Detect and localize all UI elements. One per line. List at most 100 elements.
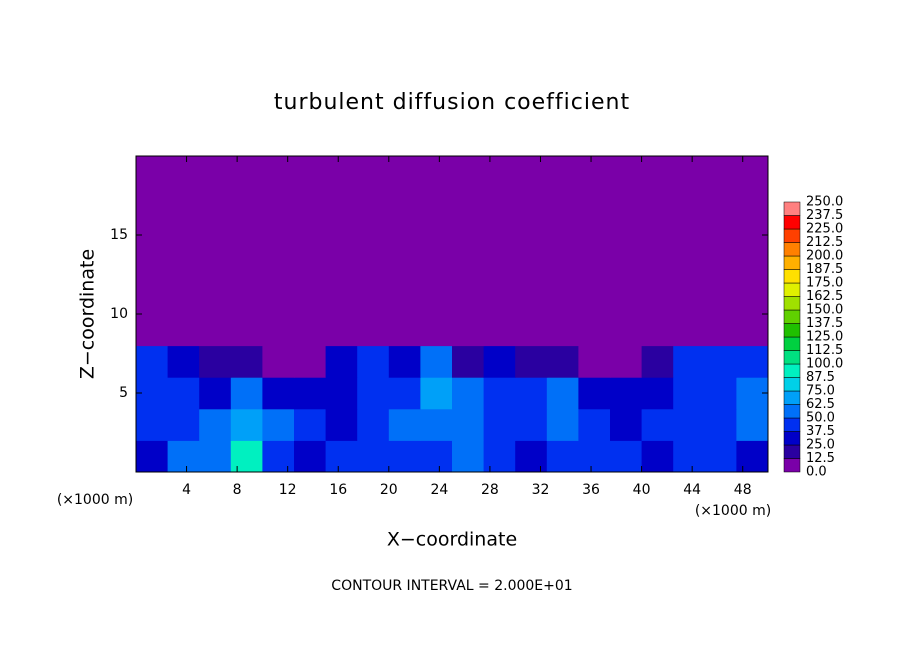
- colorbar-label: 250.0: [806, 195, 843, 210]
- heat-cell: [452, 408, 485, 441]
- heat-cell: [420, 377, 453, 410]
- colorbar-label: 0.0: [806, 465, 827, 480]
- x-tick-label: 36: [582, 482, 600, 498]
- colorbar-label: 50.0: [806, 411, 835, 426]
- heat-cell: [515, 345, 548, 378]
- colorbar-label: 150.0: [806, 303, 843, 318]
- y-axis-label: Z−coordinate: [77, 249, 99, 379]
- heat-cell: [641, 345, 674, 378]
- colorbar-swatch: [783, 296, 801, 311]
- heat-cell: [546, 345, 579, 378]
- heat-cell: [641, 440, 674, 473]
- colorbar-swatch: [783, 215, 801, 230]
- heat-cell: [736, 408, 769, 441]
- heat-cell: [262, 408, 295, 441]
- heat-cell: [325, 345, 358, 378]
- colorbar-label: 87.5: [806, 370, 835, 385]
- heat-cell: [230, 156, 263, 347]
- heat-cell: [578, 156, 611, 347]
- heat-cell: [325, 377, 358, 410]
- colorbar-label: 237.5: [806, 208, 843, 223]
- heat-cell: [230, 408, 263, 441]
- heat-cell: [641, 408, 674, 441]
- x-axis-label: X−coordinate: [387, 529, 517, 551]
- heat-cell: [230, 440, 263, 473]
- colorbar-label: 175.0: [806, 276, 843, 291]
- colorbar-swatch: [783, 404, 801, 419]
- colorbar-label: 225.0: [806, 222, 843, 237]
- colorbar-swatch: [783, 255, 801, 270]
- colorbar-swatch: [783, 417, 801, 432]
- heat-cell: [578, 408, 611, 441]
- heat-cell: [483, 345, 516, 378]
- heat-cell: [167, 408, 200, 441]
- colorbar-swatch: [783, 444, 801, 459]
- heat-cell: [546, 408, 579, 441]
- heat-cell: [167, 440, 200, 473]
- x-tick-label: 40: [633, 482, 651, 498]
- heat-cell: [546, 156, 579, 347]
- colorbar-swatch: [783, 323, 801, 338]
- heat-cell: [420, 440, 453, 473]
- heat-cell: [736, 440, 769, 473]
- colorbar-swatch: [783, 363, 801, 378]
- colorbar-label: 137.5: [806, 316, 843, 331]
- colorbar-swatch: [783, 201, 801, 216]
- heat-cell: [357, 440, 390, 473]
- y-tick-label: 15: [110, 227, 128, 243]
- heat-cell: [483, 408, 516, 441]
- heat-cell: [452, 345, 485, 378]
- heat-cell: [199, 345, 232, 378]
- heat-cell: [610, 156, 643, 347]
- heat-cell: [388, 408, 421, 441]
- heat-cell: [610, 408, 643, 441]
- heat-cell: [262, 377, 295, 410]
- x-tick-label: 4: [182, 482, 191, 498]
- colorbar-label: 100.0: [806, 357, 843, 372]
- heat-cell: [704, 377, 737, 410]
- heat-cell: [294, 377, 327, 410]
- heat-cell: [199, 440, 232, 473]
- heat-cell: [325, 408, 358, 441]
- x-tick-label: 28: [481, 482, 499, 498]
- heat-cell: [388, 156, 421, 347]
- heat-cell: [262, 156, 295, 347]
- heat-cell: [167, 345, 200, 378]
- heat-cell: [388, 440, 421, 473]
- heat-cell: [262, 345, 295, 378]
- heat-cell: [736, 156, 769, 347]
- heat-cell: [325, 440, 358, 473]
- heat-cell: [452, 377, 485, 410]
- heat-cell: [357, 408, 390, 441]
- heat-cell: [610, 440, 643, 473]
- heat-cell: [357, 345, 390, 378]
- heat-cell: [167, 156, 200, 347]
- heat-cell: [294, 156, 327, 347]
- colorbar-swatch: [783, 309, 801, 324]
- colorbar-swatch: [783, 431, 801, 446]
- heat-cell: [673, 156, 706, 347]
- heat-cell: [262, 440, 295, 473]
- x-unit-label: (×1000 m): [695, 503, 771, 519]
- heat-cell: [704, 345, 737, 378]
- colorbar-label: 75.0: [806, 384, 835, 399]
- heat-cell: [641, 377, 674, 410]
- x-tick-label: 32: [532, 482, 550, 498]
- heat-cell: [230, 377, 263, 410]
- heat-cell: [357, 156, 390, 347]
- heat-cell: [736, 345, 769, 378]
- heat-cell: [704, 408, 737, 441]
- colorbar-label: 12.5: [806, 451, 835, 466]
- colorbar-label: 212.5: [806, 235, 843, 250]
- heat-cell: [673, 345, 706, 378]
- heat-cell: [325, 156, 358, 347]
- heat-cell: [420, 345, 453, 378]
- heat-cell: [294, 408, 327, 441]
- x-tick-label: 48: [734, 482, 752, 498]
- colorbar-swatch: [783, 390, 801, 405]
- heat-cell: [294, 345, 327, 378]
- y-tick-label: 5: [119, 385, 128, 401]
- heat-cell: [452, 440, 485, 473]
- colorbar-label: 200.0: [806, 249, 843, 264]
